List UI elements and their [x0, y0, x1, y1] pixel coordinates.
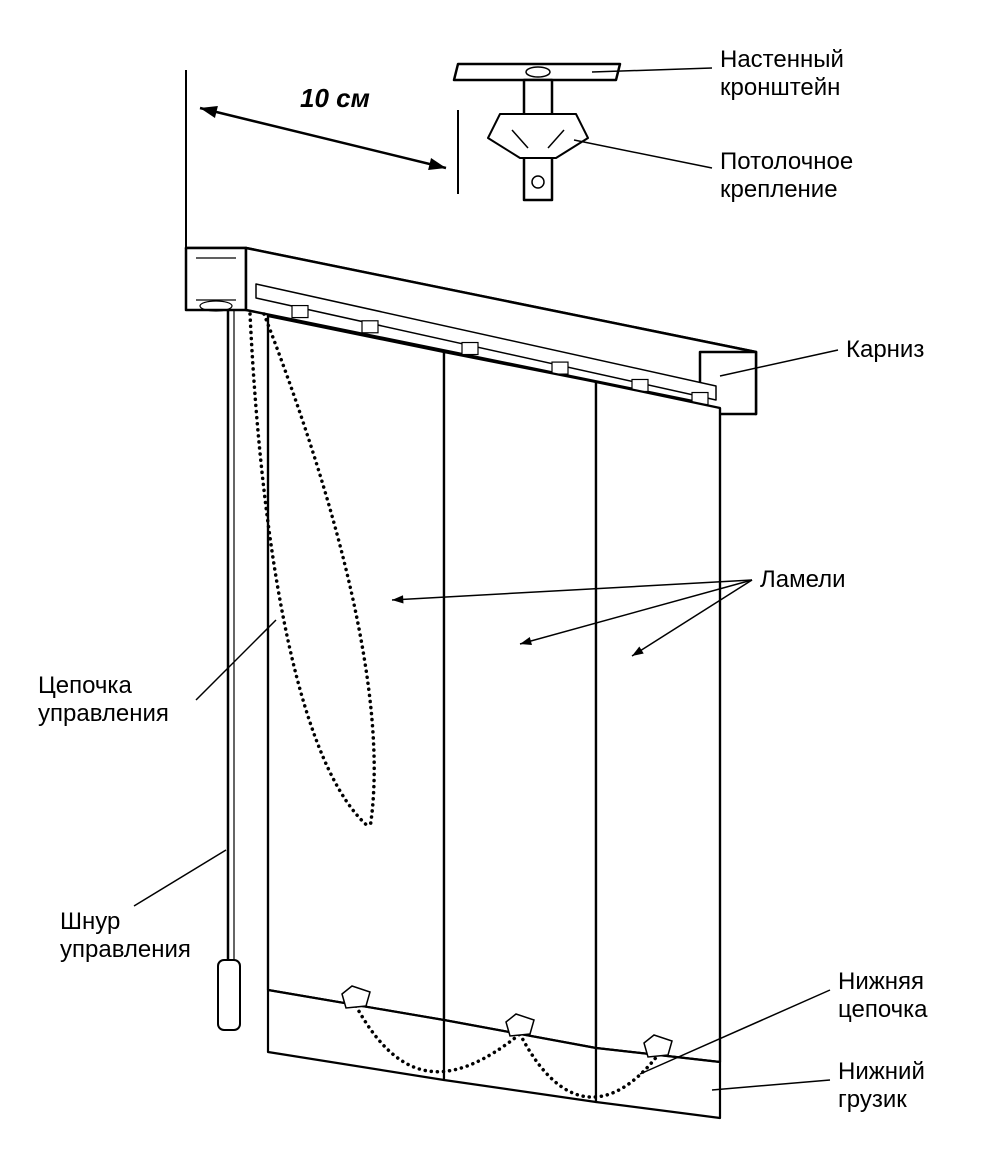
bottom_chain-label: Нижняя цепочка — [838, 968, 928, 1023]
control_chain-label: Цепочка управления — [38, 672, 169, 727]
wall_bracket-label: Настенный кронштейн — [720, 46, 844, 101]
headrail-label: Карниз — [846, 336, 924, 364]
bottom_weight-label: Нижний грузик — [838, 1058, 925, 1113]
ceiling_mount-label: Потолочное крепление — [720, 148, 853, 203]
vertical-blinds-diagram: { "diagram": { "type": "infographic", "b… — [0, 0, 1000, 1157]
control_cord-label: Шнур управления — [60, 908, 191, 963]
dimension-label: 10 см — [300, 84, 370, 114]
slats-label: Ламели — [760, 566, 846, 594]
